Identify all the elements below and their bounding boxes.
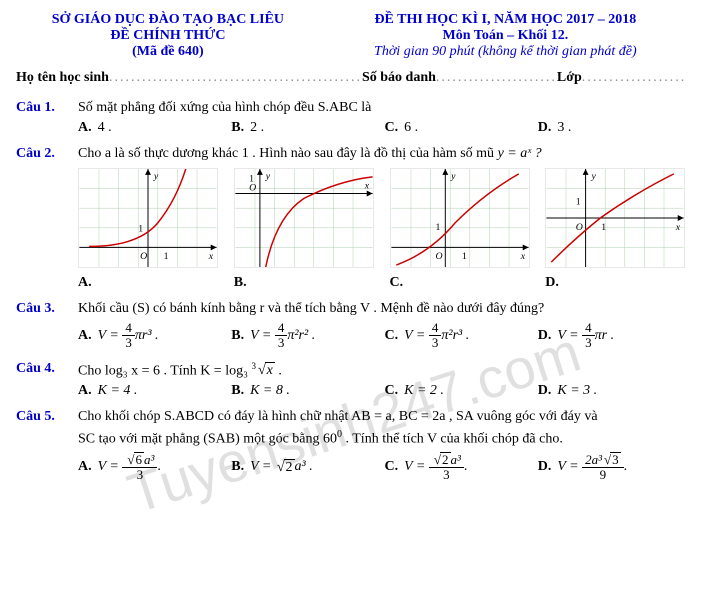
svg-text:1: 1 xyxy=(602,222,607,233)
q4-B: K = 8 . xyxy=(250,383,290,399)
q5-options: A. V = 6a³ 3 . B. V = 2a³ . C. V = 2a³ 3… xyxy=(78,452,691,483)
question-1: Câu 1. Số mặt phẳng đối xứng của hình ch… xyxy=(16,100,691,116)
svg-text:O: O xyxy=(140,251,147,262)
hdr-right3: Thời gian 90 phút (không kể thời gian ph… xyxy=(320,44,691,60)
svg-text:1: 1 xyxy=(576,196,581,207)
graph-C: x y O 1 1 xyxy=(390,168,530,268)
q2-num: Câu 2. xyxy=(16,146,78,162)
svg-text:1: 1 xyxy=(164,251,169,262)
q2-graphs: x y O 1 1 A. x y O 1 B. xyxy=(78,168,691,291)
q2-text: Cho a là số thực dương khác 1 . Hình nào… xyxy=(78,146,498,161)
q4-D: K = 3 . xyxy=(557,383,597,399)
graph-A: x y O 1 1 xyxy=(78,168,218,268)
svg-text:x: x xyxy=(675,222,681,233)
svg-text:y: y xyxy=(591,171,597,182)
q1-B: 2 . xyxy=(250,120,264,136)
q1-C: 6 . xyxy=(404,120,418,136)
q5-num: Câu 5. xyxy=(16,409,78,448)
q4-num: Câu 4. xyxy=(16,361,78,380)
question-5: Câu 5. Cho khối chóp S.ABCD có đáy là hì… xyxy=(16,409,691,448)
q2-B: B. xyxy=(234,275,374,291)
graph-D: x y O 1 1 xyxy=(545,168,685,268)
q2-eq: y = aˣ ? xyxy=(498,146,542,161)
header: SỞ GIÁO DỤC ĐÀO TẠO BẠC LIÊU ĐỀ CHÍNH TH… xyxy=(16,12,691,60)
q5-line2b: . Tính thể tích V của khối chóp đã cho. xyxy=(342,432,563,447)
q5-line2a: SC tạo với mặt phẳng (SAB) một góc bằng … xyxy=(78,432,337,447)
svg-text:y: y xyxy=(153,171,159,182)
svg-text:y: y xyxy=(450,171,456,182)
q4-options: A.K = 4 . B.K = 8 . C.K = 2 . D.K = 3 . xyxy=(78,383,691,399)
hdr-left1: SỞ GIÁO DỤC ĐÀO TẠO BẠC LIÊU xyxy=(16,12,320,28)
hdr-left2: ĐỀ CHÍNH THỨC xyxy=(16,28,320,44)
student-line: Họ tên học sinh.........................… xyxy=(16,70,691,86)
question-4: Câu 4. Cho log₃ x = 6 . Tính K = log₃ 3x… xyxy=(16,361,691,380)
class-label: Lớp xyxy=(557,70,582,85)
id-label: Số báo danh xyxy=(362,70,436,85)
graph-B: x y O 1 xyxy=(234,168,374,268)
svg-text:O: O xyxy=(435,251,442,262)
svg-text:1: 1 xyxy=(249,174,254,185)
q1-A: 4 . xyxy=(98,120,112,136)
hdr-right2: Môn Toán – Khối 12. xyxy=(320,28,691,44)
name-label: Họ tên học sinh xyxy=(16,70,109,85)
svg-text:y: y xyxy=(265,171,271,182)
q2-A: A. xyxy=(78,275,218,291)
q3-text: Khối cầu (S) có bánh kính bằng r và thể … xyxy=(78,301,691,317)
svg-text:1: 1 xyxy=(435,222,440,233)
q2-D: D. xyxy=(545,275,685,291)
q3-num: Câu 3. xyxy=(16,301,78,317)
q4-A: K = 4 . xyxy=(98,383,138,399)
svg-text:x: x xyxy=(364,181,370,192)
svg-text:1: 1 xyxy=(461,251,466,262)
q1-num: Câu 1. xyxy=(16,100,78,116)
question-3: Câu 3. Khối cầu (S) có bánh kính bằng r … xyxy=(16,301,691,317)
q4-text: Cho log₃ x = 6 . Tính K = log₃ xyxy=(78,363,251,378)
svg-text:x: x xyxy=(519,251,525,262)
q1-text: Số mặt phẳng đối xứng của hình chóp đều … xyxy=(78,100,691,116)
hdr-left3: (Mã đề 640) xyxy=(16,44,320,60)
q2-C: C. xyxy=(390,275,530,291)
q4-C: K = 2 . xyxy=(404,383,444,399)
q3-options: A. V = 43 πr³ . B. V = 43 π²r² . C. V = … xyxy=(78,321,691,351)
question-2: Câu 2. Cho a là số thực dương khác 1 . H… xyxy=(16,146,691,162)
svg-text:O: O xyxy=(576,222,583,233)
svg-text:1: 1 xyxy=(138,224,143,235)
q1-options: A.4 . B.2 . C.6 . D.3 . xyxy=(78,120,691,136)
hdr-right1: ĐỀ THI HỌC KÌ I, NĂM HỌC 2017 – 2018 xyxy=(320,12,691,28)
q5-line1: Cho khối chóp S.ABCD có đáy là hình chữ … xyxy=(78,409,691,425)
q1-D: 3 . xyxy=(557,120,571,136)
svg-text:x: x xyxy=(208,251,214,262)
